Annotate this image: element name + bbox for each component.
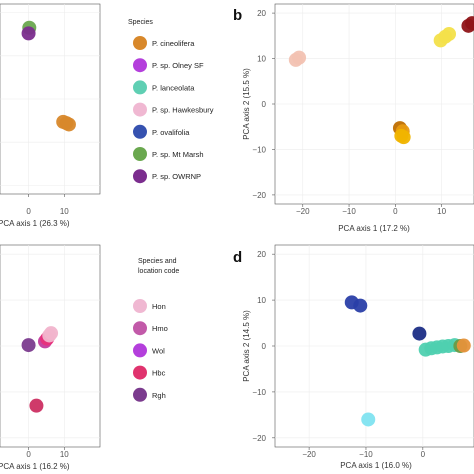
data-point [44, 326, 59, 341]
panel-a-x-label: PCA axis 1 (26.3 %) [0, 219, 70, 228]
legend-swatch [133, 387, 147, 402]
legend-label: P. cineolifera [152, 39, 195, 48]
x-tick-label: 0 [393, 207, 398, 216]
legend-swatch [133, 102, 147, 117]
panel-d-x-ticks: −20 −10 0 [302, 447, 426, 459]
legend-label: Hmo [152, 324, 168, 333]
legend-label: P. sp. OWRNP [152, 172, 201, 181]
data-point [21, 26, 36, 41]
x-tick-label: 0 [26, 207, 31, 216]
legend-location-items: Hon Hmo Wol Hbc Rgh [133, 299, 168, 402]
legend-swatch [133, 343, 147, 358]
y-tick-label: 10 [257, 55, 266, 64]
legend-species-title: Species [128, 19, 153, 26]
legend-swatch [133, 36, 147, 50]
x-tick-label: 10 [437, 207, 446, 216]
panel-b-y-label: PCA axis 2 (15.5 %) [242, 68, 251, 140]
y-tick-label: −20 [252, 434, 266, 443]
panel-d-y-ticks: 20 10 0 −10 −20 [252, 250, 275, 443]
data-point [21, 338, 36, 353]
data-point [442, 27, 457, 41]
legend-label: P. sp. Hawkesbury [152, 106, 214, 115]
x-tick-label: 0 [26, 450, 31, 459]
panel-c-x-ticks: 0 10 [26, 447, 69, 459]
data-point [353, 298, 368, 313]
panel-b-points [288, 16, 474, 145]
legend-swatch [133, 169, 147, 184]
legend-swatch [133, 321, 147, 336]
legend-label: Rgh [152, 391, 166, 400]
panel-a: 0 10 PCA axis 1 (26.3 %) [0, 3, 101, 228]
y-tick-label: 0 [262, 100, 267, 109]
panel-b: b −20 −10 0 10 20 10 0 −10 −20 PCA axis 1 (17.2… [233, 3, 474, 233]
panel-b-y-ticks: 20 10 0 −10 −20 [252, 9, 275, 200]
y-tick-label: −10 [252, 388, 266, 397]
panel-d: d −20 −10 0 20 10 0 −10 −20 PCA axis 1 (16.0 %… [233, 244, 474, 470]
x-tick-label: 0 [421, 450, 426, 459]
x-tick-label: −10 [342, 207, 356, 216]
panel-d-letter: d [233, 249, 242, 266]
legend-swatch [133, 365, 147, 380]
legend-swatch [133, 147, 147, 161]
legend-location: Species and location code Hon Hmo Wol Hbc Rg… [133, 258, 179, 402]
panel-d-points [344, 295, 471, 427]
x-tick-label: 10 [60, 450, 69, 459]
legend-swatch [133, 58, 147, 73]
x-tick-label: −10 [359, 450, 373, 459]
legend-label: P. sp. Olney SF [152, 61, 204, 70]
x-tick-label: 10 [60, 207, 69, 216]
data-point [361, 412, 376, 427]
legend-species-items: P. cineolifera P. sp. Olney SF P. lanceola… [133, 36, 214, 184]
y-tick-label: 20 [257, 250, 266, 259]
legend-label: P. lanceolata [152, 83, 195, 92]
panel-c-points [21, 326, 59, 413]
legend-label: P. ovalifolia [152, 128, 190, 137]
panel-a-x-ticks: 0 10 [26, 194, 69, 216]
panel-b-letter: b [233, 7, 242, 24]
panel-a-points [21, 20, 76, 132]
x-tick-label: −20 [296, 207, 310, 216]
y-tick-label: −10 [252, 145, 266, 154]
panel-b-x-ticks: −20 −10 0 10 [296, 204, 447, 216]
data-point [396, 130, 411, 145]
legend-label: P. sp. Mt Marsh [152, 150, 204, 159]
legend-location-title-line1: Species and [138, 258, 177, 265]
legend-label: Wol [152, 346, 165, 355]
legend-swatch [133, 299, 147, 313]
y-tick-label: 10 [257, 296, 266, 305]
y-tick-label: 0 [262, 342, 267, 351]
legend-location-title-line2: location code [138, 268, 179, 275]
data-point [61, 117, 76, 132]
legend-swatch [133, 80, 147, 95]
panel-c-x-label: PCA axis 1 (16.2 %) [0, 462, 70, 471]
panel-b-x-label: PCA axis 1 (17.2 %) [338, 224, 410, 233]
x-tick-label: −20 [302, 450, 316, 459]
y-tick-label: 20 [257, 9, 266, 18]
data-point [412, 326, 427, 341]
data-point [456, 338, 471, 353]
panel-c: 0 10 PCA axis 1 (16.2 %) [0, 244, 101, 471]
legend-label: Hbc [152, 369, 166, 378]
panel-d-x-label: PCA axis 1 (16.0 %) [340, 461, 412, 470]
legend-swatch [133, 124, 147, 139]
data-point [292, 50, 307, 65]
legend-label: Hon [152, 302, 166, 311]
y-tick-label: −20 [252, 191, 266, 200]
data-point [29, 398, 44, 413]
data-point [465, 16, 474, 31]
panel-d-y-label: PCA axis 2 (14.5 %) [242, 310, 251, 382]
